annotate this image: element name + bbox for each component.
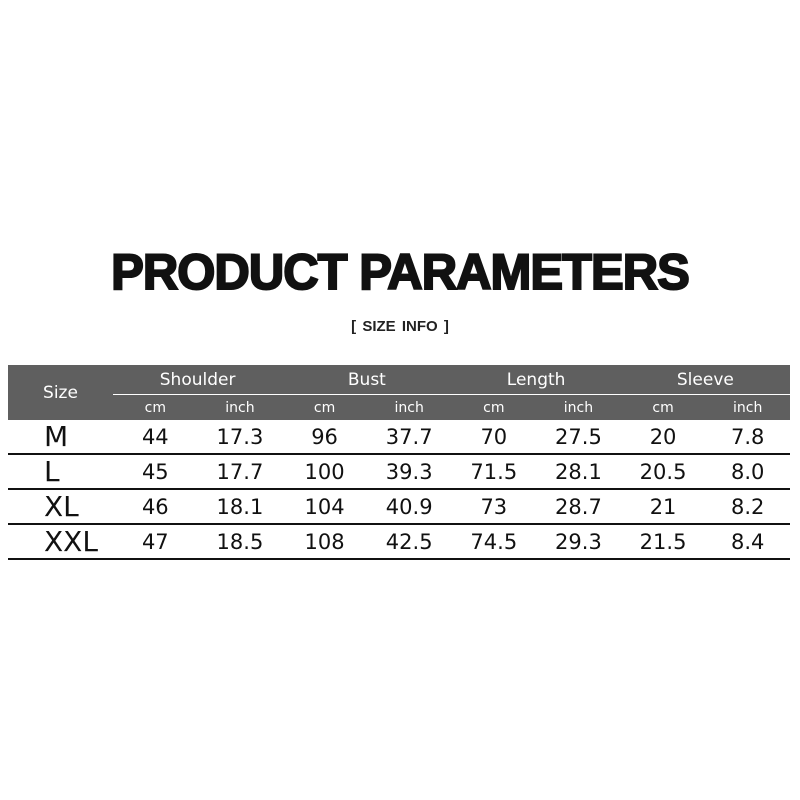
value-cell: 70 <box>451 420 537 455</box>
table-row: L 45 17.7 100 39.3 71.5 28.1 20.5 8.0 <box>8 454 790 490</box>
value-cell: 7.8 <box>705 420 790 455</box>
unit-header: cm <box>451 394 537 420</box>
value-cell: 17.3 <box>197 420 283 455</box>
value-cell: 104 <box>282 489 367 525</box>
value-cell: 21.5 <box>620 524 706 560</box>
unit-header: cm <box>113 394 198 420</box>
page-title: PRODUCT PARAMETERS <box>110 243 691 301</box>
subtitle: [ SIZE INFO ] <box>351 318 449 335</box>
size-cell: XXL <box>8 524 113 560</box>
value-cell: 74.5 <box>451 524 537 560</box>
value-cell: 29.3 <box>536 524 621 560</box>
value-cell: 21 <box>620 489 706 525</box>
value-cell: 18.1 <box>197 489 283 525</box>
value-cell: 8.4 <box>705 524 790 560</box>
value-cell: 45 <box>113 454 198 490</box>
value-cell: 28.1 <box>536 454 621 490</box>
value-cell: 39.3 <box>366 454 452 490</box>
value-cell: 40.9 <box>366 489 452 525</box>
value-cell: 42.5 <box>366 524 452 560</box>
value-cell: 100 <box>282 454 367 490</box>
group-header: Sleeve <box>620 365 790 395</box>
table-row: XXL 47 18.5 108 42.5 74.5 29.3 21.5 8.4 <box>8 524 790 560</box>
size-cell: M <box>8 420 113 455</box>
value-cell: 20.5 <box>620 454 706 490</box>
value-cell: 44 <box>113 420 198 455</box>
value-cell: 8.0 <box>705 454 790 490</box>
value-cell: 73 <box>451 489 537 525</box>
group-header: Shoulder <box>113 365 283 395</box>
size-header: Size <box>8 365 113 420</box>
value-cell: 96 <box>282 420 367 455</box>
unit-header: cm <box>282 394 367 420</box>
group-header: Length <box>451 365 621 395</box>
value-cell: 46 <box>113 489 198 525</box>
table-row: XL 46 18.1 104 40.9 73 28.7 21 8.2 <box>8 489 790 525</box>
value-cell: 27.5 <box>536 420 621 455</box>
table-row: M 44 17.3 96 37.7 70 27.5 20 7.8 <box>8 420 790 455</box>
value-cell: 28.7 <box>536 489 621 525</box>
value-cell: 37.7 <box>366 420 452 455</box>
value-cell: 47 <box>113 524 198 560</box>
size-cell: L <box>8 454 113 490</box>
unit-header: inch <box>366 394 452 420</box>
size-cell: XL <box>8 489 113 525</box>
unit-header: inch <box>705 394 790 420</box>
value-cell: 108 <box>282 524 367 560</box>
unit-header: inch <box>197 394 283 420</box>
value-cell: 17.7 <box>197 454 283 490</box>
value-cell: 18.5 <box>197 524 283 560</box>
unit-header: cm <box>620 394 706 420</box>
size-table: Size Shoulder Bust Length Sleeve cm inch c… <box>8 365 790 560</box>
value-cell: 71.5 <box>451 454 537 490</box>
unit-header: inch <box>536 394 621 420</box>
group-header: Bust <box>282 365 452 395</box>
value-cell: 8.2 <box>705 489 790 525</box>
value-cell: 20 <box>620 420 706 455</box>
